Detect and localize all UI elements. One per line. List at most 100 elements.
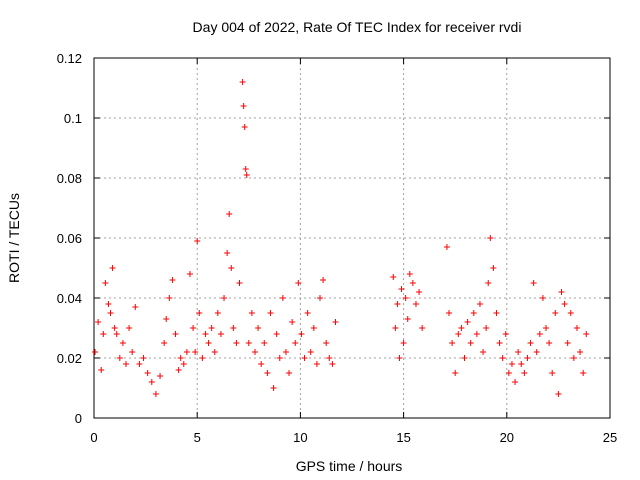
data-point (239, 79, 246, 85)
data-point (240, 103, 247, 109)
chart-title: Day 004 of 2022, Rate Of TEC Index for r… (193, 19, 522, 35)
x-tick-label: 5 (194, 430, 201, 445)
data-point (109, 265, 116, 271)
data-point (567, 310, 574, 316)
data-point (261, 340, 268, 346)
y-tick-label: 0.02 (57, 351, 82, 366)
data-point (282, 349, 289, 355)
data-point (323, 340, 330, 346)
data-point (214, 310, 221, 316)
data-point (194, 238, 201, 244)
data-point (267, 310, 274, 316)
data-point (561, 301, 568, 307)
data-point (116, 355, 123, 361)
data-point (390, 274, 397, 280)
data-point (148, 379, 155, 385)
data-point (515, 349, 522, 355)
data-point (122, 361, 129, 367)
data-point (301, 355, 308, 361)
data-point (132, 304, 139, 310)
data-point (226, 211, 233, 217)
x-axis-label: GPS time / hours (296, 458, 403, 474)
data-point (276, 355, 283, 361)
data-point (512, 379, 519, 385)
data-point (119, 340, 126, 346)
data-point (502, 331, 509, 337)
y-tick-label: 0.1 (64, 111, 82, 126)
y-tick-label: 0.04 (57, 291, 82, 306)
data-point (476, 301, 483, 307)
data-point (236, 280, 243, 286)
data-point (113, 331, 120, 337)
data-point (98, 367, 105, 373)
data-point (493, 310, 500, 316)
data-point (111, 325, 118, 331)
data-point (255, 325, 262, 331)
data-point (452, 370, 459, 376)
data-point (224, 250, 231, 256)
data-point (243, 172, 250, 178)
data-point (406, 271, 413, 277)
data-point (186, 271, 193, 277)
data-point (396, 355, 403, 361)
data-point (270, 385, 277, 391)
grid-lines (94, 58, 610, 418)
data-point (473, 331, 480, 337)
data-point (577, 349, 584, 355)
data-point (205, 340, 212, 346)
y-tick-label: 0.12 (57, 51, 82, 66)
y-axis-label: ROTI / TECUs (6, 193, 22, 283)
data-point (326, 355, 333, 361)
data-point (107, 310, 114, 316)
data-point (230, 325, 237, 331)
data-point (304, 310, 311, 316)
data-point (258, 361, 265, 367)
data-point (245, 340, 252, 346)
data-point (177, 355, 184, 361)
data-point (419, 325, 426, 331)
data-point (180, 361, 187, 367)
data-point (95, 319, 102, 325)
data-point (518, 361, 525, 367)
data-point (470, 310, 477, 316)
data-point (583, 331, 590, 337)
data-point (251, 349, 258, 355)
data-point (527, 340, 534, 346)
data-point (499, 355, 506, 361)
data-point (175, 367, 182, 373)
data-points (92, 79, 590, 397)
data-point (273, 331, 280, 337)
data-point (102, 280, 109, 286)
data-point (286, 370, 293, 376)
data-point (449, 340, 456, 346)
data-point (558, 289, 565, 295)
data-point (402, 295, 409, 301)
data-point (480, 349, 487, 355)
data-point (317, 295, 324, 301)
data-point (228, 265, 235, 271)
data-point (446, 310, 453, 316)
data-point (458, 325, 465, 331)
data-point (533, 349, 540, 355)
data-point (455, 331, 462, 337)
data-point (536, 331, 543, 337)
data-point (307, 349, 314, 355)
data-point (564, 340, 571, 346)
data-point (279, 295, 286, 301)
data-point (400, 340, 407, 346)
data-point (144, 370, 151, 376)
x-tick-label: 10 (293, 430, 307, 445)
data-point (524, 355, 531, 361)
data-point (152, 391, 159, 397)
data-point (443, 244, 450, 250)
x-tick-label: 0 (90, 430, 97, 445)
data-point (580, 370, 587, 376)
axis-ticks: 0 0.02 0.04 0.06 0.08 0.1 0.12 0 5 10 15 20 25 (57, 51, 618, 445)
data-point (485, 280, 492, 286)
data-point (409, 280, 416, 286)
data-point (496, 340, 503, 346)
data-point (570, 355, 577, 361)
data-point (490, 265, 497, 271)
data-point (183, 349, 190, 355)
data-point (412, 301, 419, 307)
